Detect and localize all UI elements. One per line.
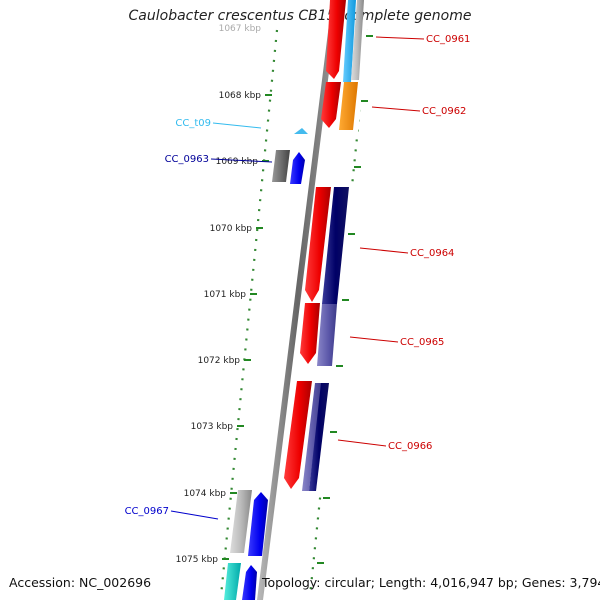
tick-label: 1071 kbp <box>204 290 247 300</box>
tick-label: 1069 kbp <box>216 157 259 167</box>
gene-bottom-cyan <box>224 563 241 600</box>
gene-label[interactable]: CC_0962 <box>422 106 466 117</box>
tick-label: 1073 kbp <box>191 422 234 432</box>
accession-text: Accession: NC_002696 <box>9 575 152 590</box>
tick-label: 1072 kbp <box>198 356 241 366</box>
boundary-ticks <box>222 35 373 564</box>
gene-label[interactable]: CC_0966 <box>388 441 432 452</box>
gene-cc0964-arrow <box>305 187 331 302</box>
genome-summary-text: Topology: circular; Length: 4,016,947 bp… <box>262 575 600 590</box>
callout-line <box>371 106 421 112</box>
gene-label[interactable]: CC_0963 <box>165 154 209 165</box>
gene-cc0963-gray <box>272 150 290 182</box>
tick-label: 1075 kbp <box>176 555 219 565</box>
callout-line <box>349 336 399 343</box>
gene-cc-t09-arrow <box>294 128 308 134</box>
gene-label[interactable]: CC_t09 <box>175 118 211 129</box>
gene-label[interactable]: CC_0967 <box>125 506 169 517</box>
tick-label: 1068 kbp <box>219 91 262 101</box>
callout-line <box>359 247 409 254</box>
tick-label: 1074 kbp <box>184 489 227 499</box>
gene-cc0966-lavender <box>302 383 322 491</box>
gene-cc0966-arrow <box>284 381 312 489</box>
map-title: Caulobacter crescentus CB15, complete ge… <box>128 8 472 24</box>
gene-cc0966-navy <box>309 383 329 491</box>
gene-cc0964-navy <box>322 187 349 304</box>
gene-cc0967-arrow <box>248 492 268 556</box>
tick-label: 1067 kbp <box>219 24 262 34</box>
gene-cc0961-cyan <box>343 0 356 82</box>
gene-callouts: CC_0961 CC_0962 CC_t09 CC_0963 CC_0964 CC_096… <box>125 34 470 520</box>
gene-features <box>224 0 364 600</box>
gene-cc0965-arrow <box>300 303 320 364</box>
gene-cc0963-arrow <box>290 152 305 184</box>
callout-line <box>212 122 262 129</box>
tick-labels: 1067 kbp 1068 kbp 1069 kbp 1070 kbp 1071 kbp… <box>176 24 262 565</box>
gene-cc0967-gray <box>230 490 252 553</box>
gene-label[interactable]: CC_0964 <box>410 248 454 259</box>
gene-bottom-blue <box>242 565 257 600</box>
tick-label: 1070 kbp <box>210 224 253 234</box>
callout-line <box>210 158 273 163</box>
gene-label[interactable]: CC_0961 <box>426 34 470 45</box>
callout-line <box>170 510 219 520</box>
gene-cc0962-orange <box>339 82 358 130</box>
callout-line <box>337 439 387 447</box>
gene-cc0965-navy <box>317 304 337 366</box>
gene-cc0961-arrow <box>326 0 346 79</box>
callout-line <box>375 36 425 40</box>
gene-cc0961-gray <box>351 0 364 80</box>
gene-cc0962-arrow <box>321 82 341 128</box>
genome-backbone <box>257 0 338 600</box>
gene-label[interactable]: CC_0965 <box>400 337 444 348</box>
